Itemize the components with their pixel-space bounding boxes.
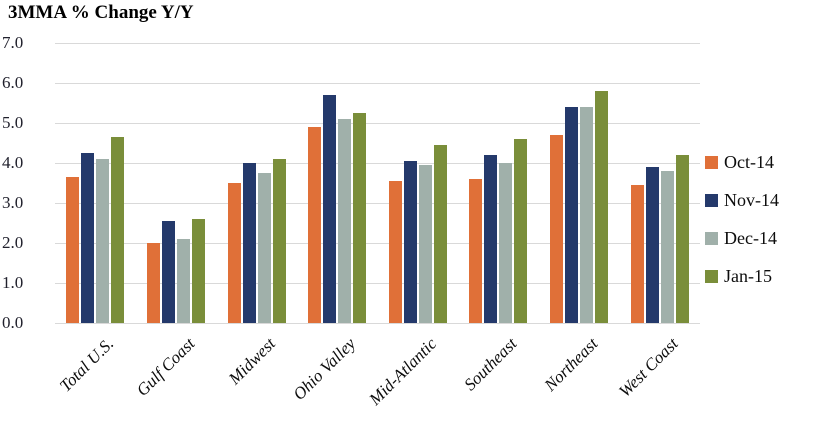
bar-oct-14: [308, 127, 322, 323]
x-category-cell: Midwest: [216, 324, 297, 439]
bar-jan-15: [595, 91, 609, 323]
x-category-label: Gulf Coast: [132, 334, 199, 400]
x-category-label: Total U.S.: [56, 334, 118, 396]
bar-jan-15: [353, 113, 367, 323]
x-category-label: Northeast: [540, 334, 602, 395]
gridline: [55, 123, 700, 124]
y-tick-label: 6.0: [2, 73, 24, 92]
legend-item: Dec-14: [705, 228, 779, 248]
x-category-cell: Total U.S.: [55, 324, 136, 439]
y-tick-label: 0.0: [2, 313, 24, 332]
bar-dec-14: [418, 165, 432, 323]
plot-area: [55, 43, 700, 323]
bar-group: [378, 43, 459, 323]
bar-nov-14: [242, 163, 256, 323]
legend: Oct-14 Nov-14 Dec-14 Jan-15: [705, 152, 779, 305]
bar-nov-14: [645, 167, 659, 323]
y-tick-label: 3.0: [2, 193, 24, 212]
x-category-cell: West Coast: [615, 324, 700, 439]
bar-oct-14: [630, 185, 644, 323]
y-tick-label: 1.0: [2, 273, 24, 292]
bar-dec-14: [580, 107, 594, 323]
x-category-label: Midwest: [224, 334, 279, 389]
gridline: [55, 83, 700, 84]
x-category-label: Ohio Valley: [289, 334, 360, 404]
legend-item: Oct-14: [705, 152, 779, 172]
bar-nov-14: [565, 107, 579, 323]
bar-dec-14: [257, 173, 271, 323]
bar-group: [136, 43, 217, 323]
bar-nov-14: [161, 221, 175, 323]
x-category-label: Southeast: [460, 334, 521, 395]
x-category-cell: Northeast: [539, 324, 620, 439]
bar-oct-14: [550, 135, 564, 323]
bar-dec-14: [660, 171, 674, 323]
x-category-label: Mid-Atlantic: [365, 334, 441, 409]
legend-label: Nov-14: [724, 190, 779, 210]
gridline: [55, 243, 700, 244]
y-tick-label: 5.0: [2, 113, 24, 132]
gridline: [55, 283, 700, 284]
bar-oct-14: [227, 183, 241, 323]
bar-group: [619, 43, 700, 323]
x-category-cell: Ohio Valley: [290, 324, 378, 439]
bar-jan-15: [675, 155, 689, 323]
bar-dec-14: [96, 159, 110, 323]
legend-swatch-jan-15: [705, 270, 718, 283]
x-category-cell: Gulf Coast: [132, 324, 217, 439]
x-axis: Total U.S. Gulf Coast Midwest Ohio Valley Mi…: [55, 324, 700, 439]
bar-jan-15: [514, 139, 528, 323]
gridline: [55, 323, 700, 324]
bar-group: [216, 43, 297, 323]
bar-group: [458, 43, 539, 323]
x-category-cell: Mid-Atlantic: [365, 324, 459, 439]
bar-group: [55, 43, 136, 323]
bar-nov-14: [403, 161, 417, 323]
legend-swatch-dec-14: [705, 232, 718, 245]
bar-oct-14: [388, 181, 402, 323]
bar-oct-14: [469, 179, 483, 323]
x-category-cell: Southeast: [458, 324, 539, 439]
y-tick-label: 7.0: [2, 33, 24, 52]
bar-nov-14: [323, 95, 337, 323]
bar-dec-14: [499, 163, 513, 323]
legend-swatch-nov-14: [705, 194, 718, 207]
legend-item: Nov-14: [705, 190, 779, 210]
legend-label: Dec-14: [724, 228, 777, 248]
chart-title: 3MMA % Change Y/Y: [8, 2, 194, 23]
legend-label: Oct-14: [724, 152, 774, 172]
bar-group: [297, 43, 378, 323]
gridline: [55, 203, 700, 204]
legend-item: Jan-15: [705, 266, 779, 286]
bar-dec-14: [338, 119, 352, 323]
x-category-label: West Coast: [615, 334, 683, 401]
y-tick-label: 4.0: [2, 153, 24, 172]
bar-jan-15: [433, 145, 447, 323]
bar-oct-14: [66, 177, 80, 323]
bar-nov-14: [484, 155, 498, 323]
bar-dec-14: [176, 239, 190, 323]
bar-nov-14: [81, 153, 95, 323]
gridline: [55, 43, 700, 44]
bar-jan-15: [191, 219, 205, 323]
gridline: [55, 163, 700, 164]
bar-jan-15: [272, 159, 286, 323]
bar-group: [539, 43, 620, 323]
y-tick-label: 2.0: [2, 233, 24, 252]
legend-label: Jan-15: [724, 266, 772, 286]
legend-swatch-oct-14: [705, 156, 718, 169]
bar-jan-15: [111, 137, 125, 323]
bar-oct-14: [146, 243, 160, 323]
